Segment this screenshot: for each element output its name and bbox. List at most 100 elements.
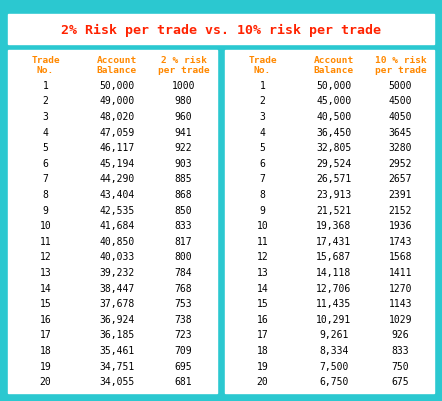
Text: 15: 15 — [40, 298, 52, 308]
Text: 45,194: 45,194 — [99, 158, 134, 168]
Text: 2152: 2152 — [389, 205, 412, 215]
Text: 4050: 4050 — [389, 112, 412, 122]
Text: 12: 12 — [40, 252, 52, 262]
Text: 784: 784 — [175, 267, 192, 277]
Text: 885: 885 — [175, 174, 192, 184]
Text: 753: 753 — [175, 298, 192, 308]
Text: 2391: 2391 — [389, 190, 412, 200]
Text: 14,118: 14,118 — [316, 267, 351, 277]
Text: 50,000: 50,000 — [316, 81, 351, 91]
Text: 8: 8 — [260, 190, 266, 200]
Text: 15,687: 15,687 — [316, 252, 351, 262]
Text: 681: 681 — [175, 376, 192, 386]
Text: 980: 980 — [175, 96, 192, 106]
Text: 36,924: 36,924 — [99, 314, 134, 324]
Text: 7,500: 7,500 — [319, 361, 348, 371]
Text: 960: 960 — [175, 112, 192, 122]
Text: 833: 833 — [392, 345, 409, 355]
Text: 695: 695 — [175, 361, 192, 371]
Text: 13: 13 — [257, 267, 268, 277]
Text: 36,450: 36,450 — [316, 127, 351, 137]
Text: 19: 19 — [257, 361, 268, 371]
Text: 1270: 1270 — [389, 283, 412, 293]
Text: 35,461: 35,461 — [99, 345, 134, 355]
Text: 2% Risk per trade vs. 10% risk per trade: 2% Risk per trade vs. 10% risk per trade — [61, 23, 381, 36]
Text: 18: 18 — [257, 345, 268, 355]
Text: 47,059: 47,059 — [99, 127, 134, 137]
Text: 38,447: 38,447 — [99, 283, 134, 293]
Text: 3645: 3645 — [389, 127, 412, 137]
Text: 903: 903 — [175, 158, 192, 168]
Text: 10,291: 10,291 — [316, 314, 351, 324]
Text: 9,261: 9,261 — [319, 330, 348, 340]
Text: 850: 850 — [175, 205, 192, 215]
Text: 11,435: 11,435 — [316, 298, 351, 308]
Text: 32,805: 32,805 — [316, 143, 351, 153]
Bar — [225, 51, 434, 393]
Text: 3: 3 — [43, 112, 49, 122]
Text: 21,521: 21,521 — [316, 205, 351, 215]
Text: 922: 922 — [175, 143, 192, 153]
Text: 2: 2 — [260, 96, 266, 106]
Text: 9: 9 — [260, 205, 266, 215]
Text: 6: 6 — [260, 158, 266, 168]
Text: 4: 4 — [260, 127, 266, 137]
Text: 8: 8 — [43, 190, 49, 200]
Text: 675: 675 — [392, 376, 409, 386]
Text: 10: 10 — [40, 221, 52, 231]
Text: 50,000: 50,000 — [99, 81, 134, 91]
Text: 7: 7 — [260, 174, 266, 184]
Text: 1411: 1411 — [389, 267, 412, 277]
Text: 20: 20 — [40, 376, 52, 386]
Text: 2: 2 — [43, 96, 49, 106]
Text: 34,055: 34,055 — [99, 376, 134, 386]
Text: 8,334: 8,334 — [319, 345, 348, 355]
Bar — [8, 15, 434, 45]
Text: 26,571: 26,571 — [316, 174, 351, 184]
Text: 18: 18 — [40, 345, 52, 355]
Text: Account
Balance: Account Balance — [313, 56, 354, 75]
Text: 941: 941 — [175, 127, 192, 137]
Text: 817: 817 — [175, 236, 192, 246]
Text: 1029: 1029 — [389, 314, 412, 324]
Text: 46,117: 46,117 — [99, 143, 134, 153]
Text: 4: 4 — [43, 127, 49, 137]
Text: Account
Balance: Account Balance — [96, 56, 137, 75]
Bar — [8, 51, 217, 393]
Text: 17: 17 — [257, 330, 268, 340]
Text: 49,000: 49,000 — [99, 96, 134, 106]
Text: 10 % risk
per trade: 10 % risk per trade — [375, 56, 427, 75]
Text: 40,500: 40,500 — [316, 112, 351, 122]
Text: 1568: 1568 — [389, 252, 412, 262]
Text: 1743: 1743 — [389, 236, 412, 246]
Text: 40,850: 40,850 — [99, 236, 134, 246]
Text: 44,290: 44,290 — [99, 174, 134, 184]
Text: 926: 926 — [392, 330, 409, 340]
Text: Trade
No.: Trade No. — [31, 56, 60, 75]
Text: 7: 7 — [43, 174, 49, 184]
Text: 750: 750 — [392, 361, 409, 371]
Text: 1: 1 — [260, 81, 266, 91]
Text: 16: 16 — [257, 314, 268, 324]
Text: 41,684: 41,684 — [99, 221, 134, 231]
Text: 19,368: 19,368 — [316, 221, 351, 231]
Text: 5000: 5000 — [389, 81, 412, 91]
Text: 12,706: 12,706 — [316, 283, 351, 293]
Text: 11: 11 — [257, 236, 268, 246]
Text: Trade
No.: Trade No. — [248, 56, 277, 75]
Text: 2952: 2952 — [389, 158, 412, 168]
Text: 2657: 2657 — [389, 174, 412, 184]
Text: 43,404: 43,404 — [99, 190, 134, 200]
Text: 1: 1 — [43, 81, 49, 91]
Text: 1000: 1000 — [172, 81, 195, 91]
Text: 34,751: 34,751 — [99, 361, 134, 371]
Text: 42,535: 42,535 — [99, 205, 134, 215]
Text: 3280: 3280 — [389, 143, 412, 153]
Text: 9: 9 — [43, 205, 49, 215]
Text: 4500: 4500 — [389, 96, 412, 106]
Text: 39,232: 39,232 — [99, 267, 134, 277]
Text: 14: 14 — [40, 283, 52, 293]
Text: 1143: 1143 — [389, 298, 412, 308]
Text: 868: 868 — [175, 190, 192, 200]
Text: 6,750: 6,750 — [319, 376, 348, 386]
